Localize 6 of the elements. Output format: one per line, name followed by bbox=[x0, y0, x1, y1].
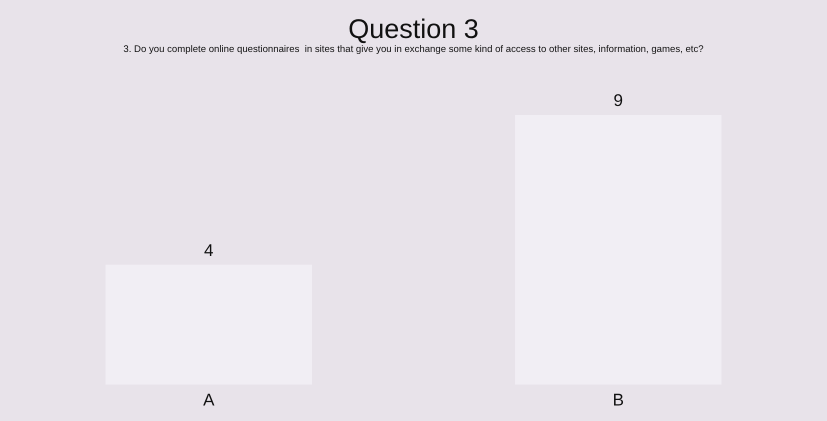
data-label: 9 bbox=[614, 91, 623, 110]
x-tick-label: A bbox=[203, 390, 216, 410]
data-label: 4 bbox=[204, 240, 214, 260]
x-tick-label: B bbox=[612, 390, 624, 410]
chart-subtitle: 3. Do you complete online questionnaires in sites that give you in exchange some kind of access to other sites, information, games, etc? bbox=[122, 44, 705, 55]
chart-title: Question 3 bbox=[347, 14, 480, 45]
